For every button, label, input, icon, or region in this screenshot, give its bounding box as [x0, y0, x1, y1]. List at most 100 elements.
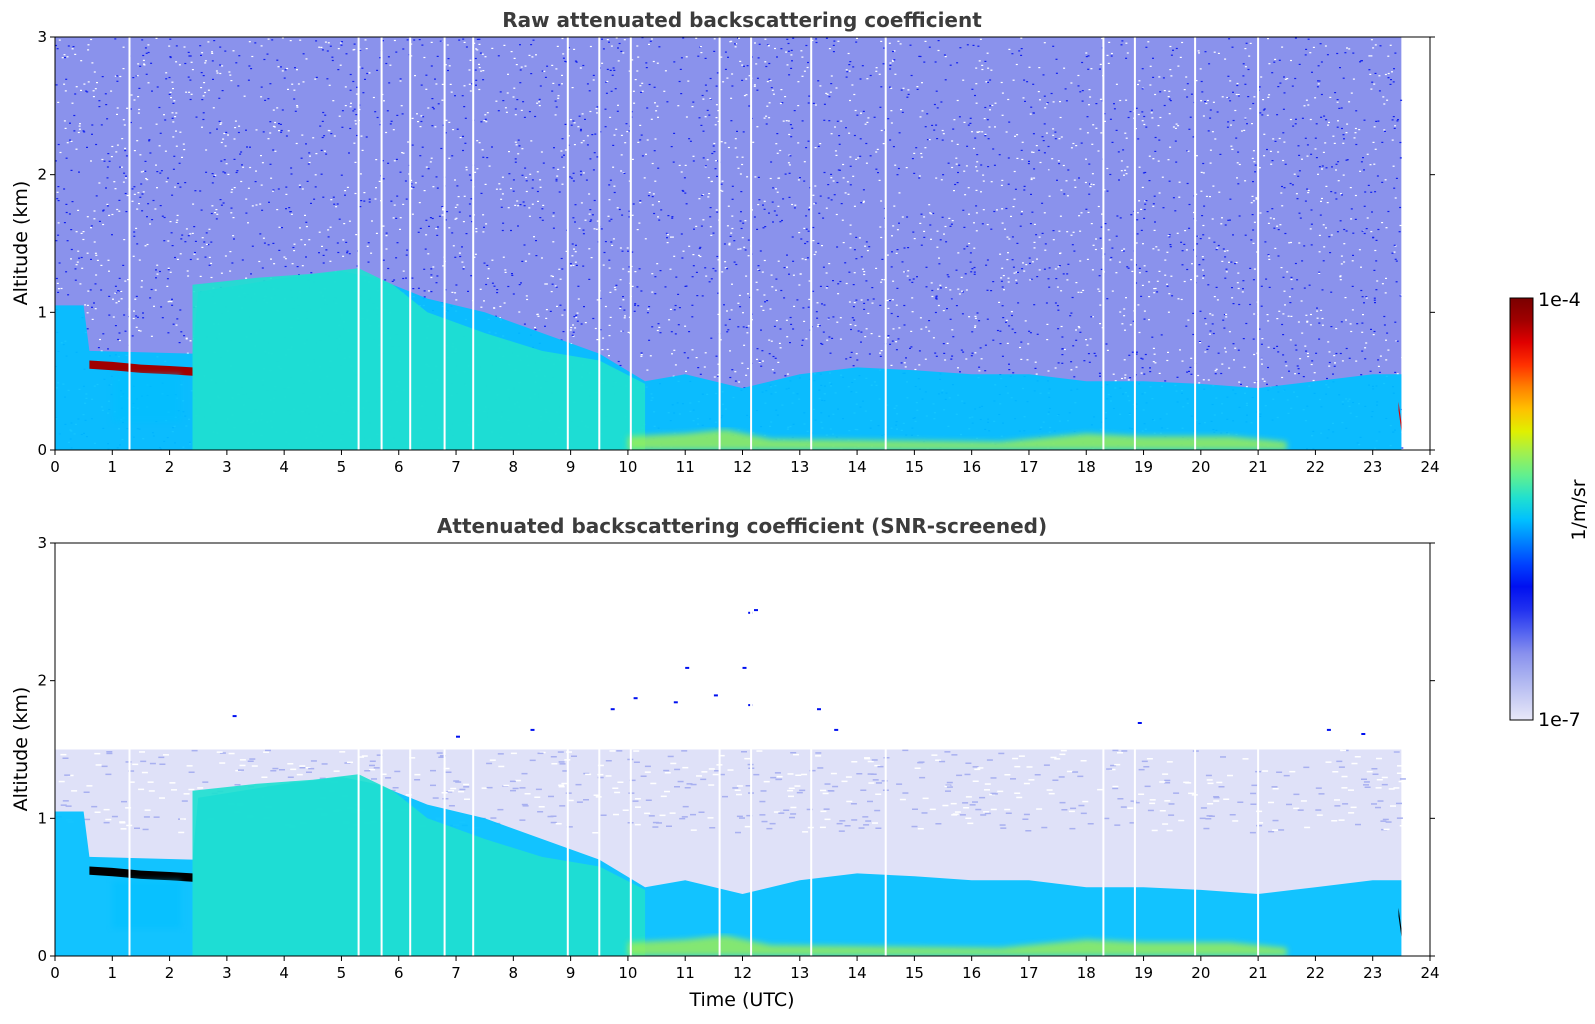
noise-speck: [1129, 324, 1132, 326]
noise-speck: [1294, 373, 1297, 375]
noise-speck: [98, 106, 101, 108]
noise-speck: [124, 150, 127, 152]
noise-speck: [1088, 104, 1090, 106]
noise-speck: [544, 325, 546, 327]
noise-speck: [485, 121, 488, 123]
noise-speck: [1141, 111, 1144, 113]
noise-speck: [601, 62, 604, 64]
noise-speck: [390, 120, 393, 122]
noise-speck: [1336, 52, 1339, 55]
noise-speck: [1127, 116, 1130, 119]
noise-speck: [1253, 382, 1256, 384]
noise-speck: [80, 232, 83, 234]
noise-speck: [761, 350, 764, 352]
noise-speck: [1113, 108, 1116, 110]
noise-speck: [1209, 313, 1212, 315]
noise-speck: [405, 198, 408, 200]
noise-speck: [1297, 145, 1300, 147]
noise-speck: [1383, 129, 1386, 131]
noise-speck: [713, 376, 716, 378]
noise-speck: [949, 64, 952, 66]
noise-speck: [376, 116, 379, 119]
noise-speck: [452, 245, 455, 247]
noise-speck: [1032, 83, 1035, 85]
noise-speck: [1057, 309, 1060, 311]
noise-speck: [178, 162, 181, 164]
noise-speck: [1247, 96, 1250, 98]
noise-speck: [108, 295, 111, 297]
noise-speck: [1180, 298, 1183, 301]
noise-speck: [763, 200, 766, 202]
noise-speck: [704, 352, 707, 354]
noise-speck: [516, 200, 519, 202]
noise-speck: [133, 231, 136, 233]
noise-speck: [341, 126, 344, 128]
noise-speck: [571, 243, 574, 245]
noise-speck: [1244, 66, 1247, 68]
noise-speck: [1033, 223, 1036, 225]
noise-speck: [1050, 92, 1053, 95]
noise-speck: [1224, 256, 1227, 258]
noise-speck: [1011, 259, 1014, 261]
noise-speck: [938, 263, 941, 265]
noise-speck: [936, 138, 939, 140]
noise-speck: [1372, 141, 1375, 143]
noise-speck: [697, 55, 700, 57]
noise-speck: [570, 327, 573, 329]
noise-speck: [1350, 330, 1353, 333]
noise-speck: [525, 176, 528, 179]
noise-speck: [176, 318, 179, 320]
noise-speck: [756, 228, 759, 230]
noise-speck: [1020, 341, 1023, 343]
noise-speck: [1020, 149, 1023, 151]
noise-speck: [890, 364, 893, 366]
noise-speck: [1337, 161, 1340, 163]
noise-speck: [1016, 134, 1019, 136]
noise-speck: [181, 156, 183, 158]
noise-speck: [924, 126, 927, 128]
noise-speck: [245, 212, 248, 214]
noise-speck: [1292, 125, 1295, 127]
noise-speck: [430, 274, 433, 276]
noise-speck: [1296, 365, 1299, 367]
noise-speck: [639, 124, 642, 126]
noise-speck: [1277, 351, 1280, 353]
noise-speck: [569, 176, 572, 178]
noise-speck: [1020, 358, 1023, 360]
noise-speck: [1119, 311, 1122, 313]
noise-speck: [845, 76, 848, 78]
noise-speck: [1152, 158, 1155, 160]
noise-speck: [715, 117, 718, 119]
noise-speck: [114, 292, 117, 294]
noise-speck: [756, 358, 758, 360]
noise-speck: [101, 76, 104, 78]
noise-speck: [242, 166, 245, 168]
noise-speck: [1192, 136, 1195, 138]
noise-speck: [1148, 281, 1151, 283]
noise-speck: [116, 80, 119, 82]
noise-speck: [1131, 351, 1134, 353]
noise-speck: [87, 44, 90, 46]
noise-speck: [883, 47, 886, 49]
noise-speck: [113, 181, 116, 183]
noise-speck: [1207, 284, 1210, 286]
noise-speck: [430, 157, 433, 159]
noise-speck: [729, 235, 732, 237]
noise-speck: [576, 312, 579, 314]
noise-speck: [823, 304, 826, 306]
noise-speck: [1036, 276, 1039, 278]
noise-speck: [328, 84, 331, 86]
noise-speck: [1224, 224, 1227, 226]
noise-speck: [1211, 323, 1214, 325]
noise-speck: [184, 182, 187, 184]
noise-speck: [1267, 366, 1269, 369]
noise-speck: [757, 204, 760, 206]
noise-speck: [385, 62, 388, 65]
noise-speck: [1101, 37, 1104, 40]
noise-speck: [430, 276, 433, 279]
noise-speck: [511, 274, 514, 276]
noise-speck: [1310, 313, 1312, 316]
noise-speck: [573, 316, 576, 318]
noise-speck: [1229, 219, 1231, 221]
noise-speck: [1078, 177, 1080, 179]
